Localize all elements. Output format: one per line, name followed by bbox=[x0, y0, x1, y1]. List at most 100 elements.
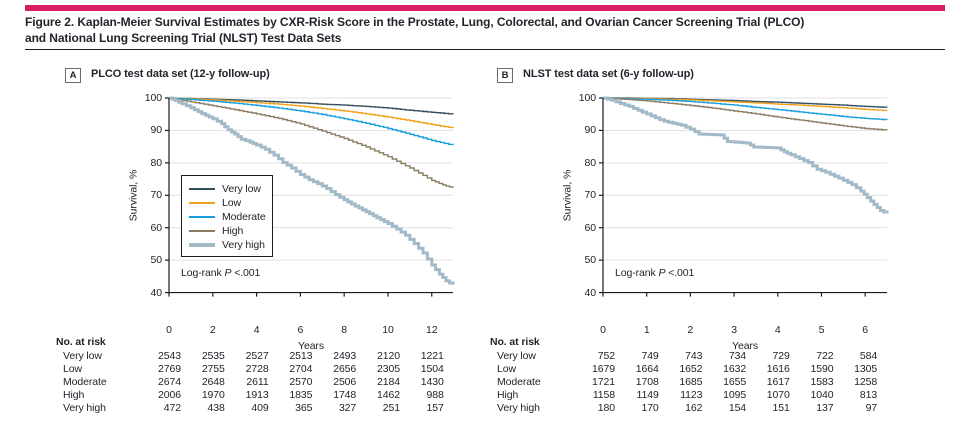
legend-swatch-very-high bbox=[189, 243, 215, 247]
panel-b-letter: B bbox=[497, 68, 513, 83]
km-curve-high bbox=[603, 97, 888, 131]
risk-row-label: Low bbox=[497, 363, 516, 375]
risk-count: 170 bbox=[641, 402, 659, 414]
x-tick-label: 2 bbox=[209, 324, 216, 336]
risk-row-label: Low bbox=[63, 363, 82, 375]
figure-title-line1: Figure 2. Kaplan-Meier Survival Estimate… bbox=[25, 15, 805, 29]
risk-count: 2527 bbox=[245, 350, 269, 362]
legend-swatch-moderate bbox=[189, 216, 215, 218]
risk-count: 1430 bbox=[420, 376, 444, 388]
risk-count: 743 bbox=[685, 350, 703, 362]
legend-row: High bbox=[189, 224, 266, 238]
risk-count: 162 bbox=[685, 402, 703, 414]
y-tick-label: 50 bbox=[150, 254, 163, 267]
risk-count: 2535 bbox=[201, 350, 225, 362]
risk-count: 1462 bbox=[376, 389, 400, 401]
risk-count: 1040 bbox=[810, 389, 834, 401]
legend-swatch-very-low bbox=[189, 188, 215, 190]
risk-count: 365 bbox=[295, 402, 313, 414]
risk-count: 1583 bbox=[810, 376, 834, 388]
risk-count: 1970 bbox=[201, 389, 225, 401]
x-tick-label: 5 bbox=[818, 324, 825, 336]
legend-label: Moderate bbox=[222, 211, 266, 223]
risk-count: 438 bbox=[207, 402, 225, 414]
risk-count: 1504 bbox=[420, 363, 444, 375]
legend-row: Very low bbox=[189, 182, 266, 196]
y-tick-label: 100 bbox=[578, 92, 596, 104]
risk-count: 988 bbox=[426, 389, 444, 401]
risk-count: 1655 bbox=[723, 376, 747, 388]
risk-count: 97 bbox=[865, 402, 878, 414]
panel-b-title: NLST test data set (6-y follow-up) bbox=[523, 68, 694, 80]
risk-count: 151 bbox=[772, 402, 790, 414]
y-tick-label: 90 bbox=[150, 124, 163, 137]
x-tick-label: 0 bbox=[166, 324, 172, 336]
risk-count: 1095 bbox=[723, 389, 747, 401]
risk-count: 1070 bbox=[766, 389, 790, 401]
risk-count: 2006 bbox=[158, 389, 181, 401]
km-curve-moderate bbox=[169, 97, 454, 146]
risk-count: 749 bbox=[641, 350, 659, 362]
x-tick-label: 0 bbox=[600, 324, 606, 336]
legend-label: Very high bbox=[222, 239, 265, 251]
km-curve-very-high bbox=[169, 96, 455, 285]
x-tick-label: 6 bbox=[862, 324, 869, 336]
risk-count: 1617 bbox=[766, 376, 790, 388]
x-tick-label: 12 bbox=[426, 324, 438, 336]
risk-count: 472 bbox=[163, 402, 181, 414]
risk-count: 2656 bbox=[333, 363, 357, 375]
panel-a-letter: A bbox=[65, 68, 81, 83]
risk-table-header: No. at risk bbox=[56, 336, 106, 348]
legend-row: Very high bbox=[189, 238, 266, 252]
y-tick-label: 70 bbox=[150, 189, 163, 202]
risk-count: 752 bbox=[597, 350, 615, 362]
risk-count: 154 bbox=[728, 402, 747, 414]
title-rule bbox=[25, 49, 945, 50]
risk-count: 1748 bbox=[333, 389, 357, 401]
risk-count: 2611 bbox=[246, 376, 269, 388]
risk-count: 1221 bbox=[420, 350, 444, 362]
legend-row: Low bbox=[189, 196, 266, 210]
y-tick-label: 70 bbox=[584, 189, 597, 202]
y-tick-label: 90 bbox=[584, 124, 597, 137]
risk-row-label: Very high bbox=[497, 402, 540, 414]
legend-swatch-high bbox=[189, 230, 215, 232]
x-tick-label: 4 bbox=[253, 324, 260, 336]
risk-count: 1123 bbox=[680, 389, 703, 401]
y-tick-label: 80 bbox=[584, 156, 597, 169]
risk-count: 729 bbox=[772, 350, 790, 362]
y-tick-label: 40 bbox=[150, 286, 163, 299]
risk-count: 813 bbox=[859, 389, 878, 401]
risk-count: 2513 bbox=[289, 350, 313, 362]
risk-row-label: Very low bbox=[63, 350, 102, 362]
risk-row-label: Moderate bbox=[497, 376, 541, 388]
risk-count: 1913 bbox=[245, 389, 269, 401]
risk-count: 157 bbox=[426, 402, 444, 414]
risk-count: 2506 bbox=[333, 376, 357, 388]
risk-count: 2305 bbox=[376, 363, 400, 375]
risk-row-label: High bbox=[497, 389, 519, 401]
x-tick-label: 2 bbox=[687, 324, 694, 336]
risk-count: 734 bbox=[728, 350, 747, 362]
y-tick-label: 80 bbox=[150, 156, 163, 169]
risk-count: 180 bbox=[597, 402, 615, 414]
x-axis-label: Years bbox=[298, 340, 324, 352]
risk-count: 1616 bbox=[766, 363, 790, 375]
legend: Very low Low Moderate High Very high bbox=[181, 175, 273, 257]
x-tick-label: 4 bbox=[774, 324, 781, 336]
km-curve-low bbox=[169, 97, 454, 129]
panel-a: A PLCO test data set (12-y follow-up) Su… bbox=[25, 64, 495, 436]
risk-count: 2755 bbox=[201, 363, 225, 375]
risk-count: 1721 bbox=[592, 376, 615, 388]
risk-count: 1835 bbox=[289, 389, 313, 401]
survival-plot-b bbox=[599, 96, 889, 297]
logrank-annotation: Log-rank P <.001 bbox=[615, 267, 695, 279]
legend-label: Very low bbox=[222, 183, 261, 195]
risk-count: 1149 bbox=[636, 389, 659, 401]
risk-count: 1708 bbox=[635, 376, 659, 388]
y-tick-label: 60 bbox=[150, 221, 163, 234]
figure-title-line2: and National Lung Screening Trial (NLST)… bbox=[25, 31, 342, 45]
risk-count: 2728 bbox=[245, 363, 269, 375]
risk-count: 2120 bbox=[376, 350, 400, 362]
